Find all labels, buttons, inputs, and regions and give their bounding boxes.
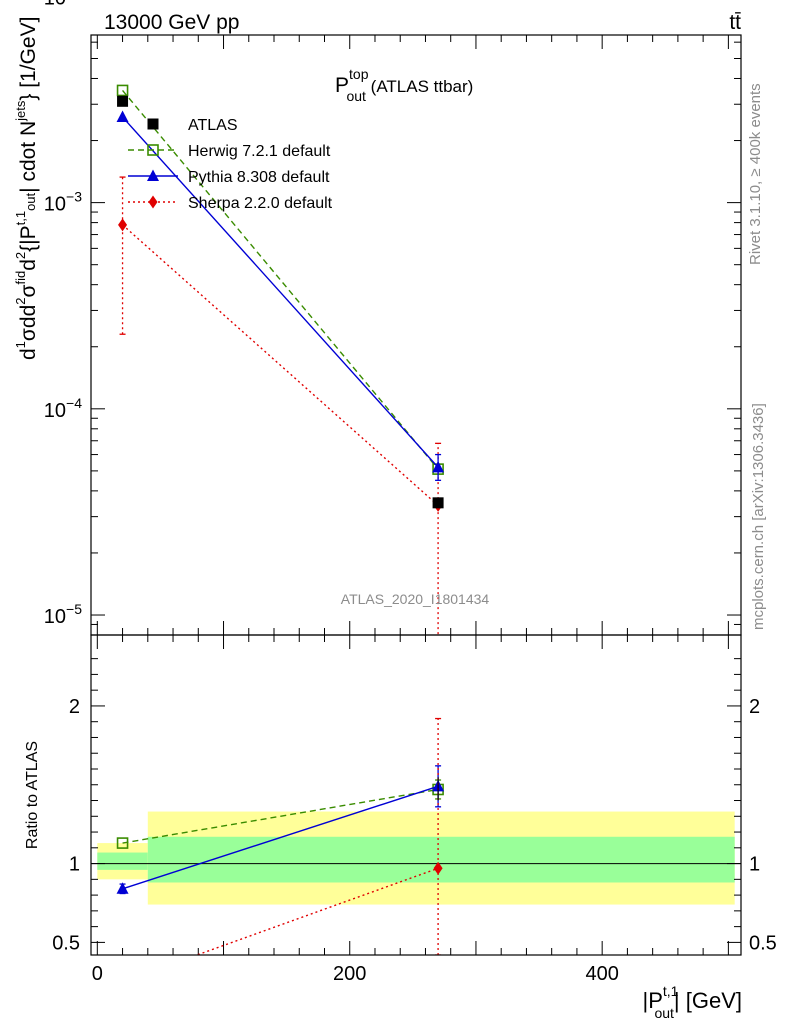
main-sherpa-line — [122, 224, 439, 506]
main-atlas-marker — [432, 497, 444, 509]
ratio-x-tick-label: 0 — [92, 963, 103, 985]
main-y-tick-label: 10−3 — [44, 189, 82, 216]
ratio-sherpa-marker — [433, 861, 443, 875]
main-herwig-line — [122, 89, 439, 470]
ratio-y-tick-label-left: 0.5 — [52, 932, 80, 954]
ratio-pythia-marker — [116, 882, 129, 894]
legend-sherpa-marker — [148, 195, 158, 209]
plot-title-text: Ptop out (ATLAS ttbar) — [335, 66, 473, 104]
ratio-y-tick-label-right: 2 — [749, 696, 760, 718]
x-axis-label: |Pt,1 out| [GeV] — [642, 983, 742, 1021]
legend-sherpa-label: Sherpa 2.2.0 default — [188, 195, 333, 212]
ratio-plot-frame — [90, 634, 742, 956]
main-sherpa-marker — [118, 218, 128, 232]
ratio-y-tick-label-right: 0.5 — [749, 932, 777, 954]
ratio-x-tick-label: 400 — [585, 963, 618, 985]
ratio-y-tick-label-right: 1 — [749, 854, 760, 876]
ratio-herwig-line — [122, 788, 439, 844]
mcplots-label: mcplots.cern.ch [arXiv:1306.3436] — [750, 403, 767, 630]
main-pythia-marker — [432, 460, 445, 473]
legend-pythia-marker — [147, 169, 159, 181]
legend-pythia-label: Pythia 8.308 default — [188, 169, 330, 186]
main-y-tick-label: 10−2 — [44, 0, 82, 9]
legend-atlas-marker — [147, 118, 159, 130]
legend-herwig-marker — [147, 144, 159, 156]
ratio-y-axis-label: Ratio to ATLAS — [24, 741, 41, 849]
header-collision-label: 13000 GeV pp — [104, 11, 239, 34]
main-herwig-marker — [116, 84, 129, 97]
main-y-axis-label: d1σdd2σfidd2{|Pt,1out| cdot Njets} [1/Ge… — [13, 17, 40, 360]
ratio-band-inner — [97, 852, 148, 870]
analysis-watermark: ATLAS_2020_I1801434 — [341, 591, 490, 607]
ratio-uncertainty-bands — [91, 811, 741, 905]
ratio-pythia-line — [122, 785, 439, 890]
main-pythia-marker — [116, 110, 129, 123]
legend-atlas-label: ATLAS — [188, 117, 238, 134]
main-y-tick-label: 10−5 — [44, 601, 82, 628]
ratio-sherpa-marker — [118, 975, 127, 988]
rivet-version-label: Rivet 3.1.10, ≥ 400k events — [747, 83, 764, 265]
header-process-label: tt̄ — [729, 11, 741, 34]
main-plot-series — [116, 84, 445, 635]
main-y-tick-label: 10−4 — [44, 395, 82, 422]
main-atlas-marker — [117, 95, 129, 107]
ratio-herwig-marker — [116, 837, 129, 849]
ratio-y-tick-label-left: 2 — [69, 696, 80, 718]
plot-title: Ptop out (ATLAS ttbar) — [335, 66, 473, 104]
axis-labels: 10−2 10−3 10−4 10−5 0 200 400 2 2 1 1 0.5 0.5 d1σdd2σ… — [13, 0, 777, 1021]
ratio-band-inner — [147, 836, 735, 883]
ratio-y-tick-label-left: 1 — [69, 854, 80, 876]
ratio-plot-series — [116, 717, 445, 988]
legend-herwig-label: Herwig 7.2.1 default — [188, 143, 331, 160]
legend: ATLAS Herwig 7.2.1 default Pythia 8.308 de… — [128, 117, 333, 212]
axis-ticks — [91, 35, 741, 955]
ratio-x-tick-label: 200 — [333, 963, 366, 985]
